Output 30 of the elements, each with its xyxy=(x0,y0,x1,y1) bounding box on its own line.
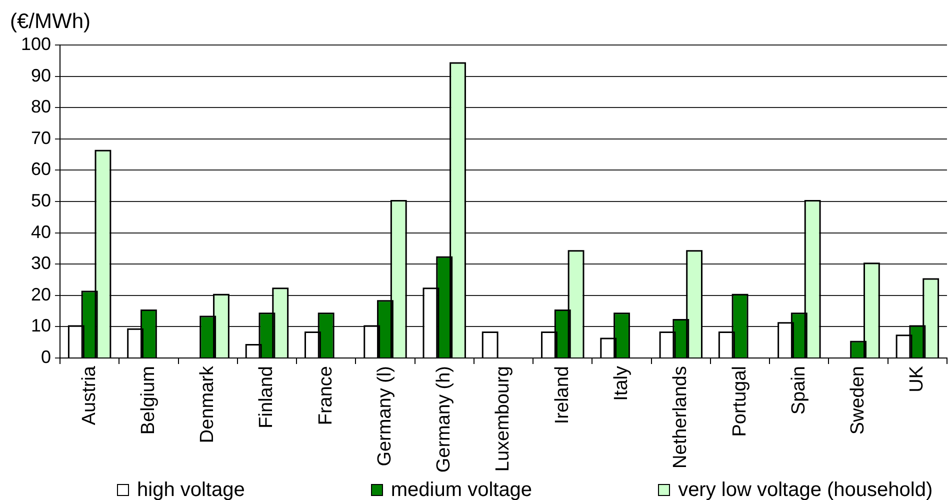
x-tick-label: Finland xyxy=(256,366,278,428)
x-tick-label: Luxembourg xyxy=(492,366,514,472)
x-tick-label: Germany (l) xyxy=(374,366,396,466)
legend-label: high voltage xyxy=(137,479,245,500)
y-tick-label: 90 xyxy=(30,65,51,86)
y-tick-label: 80 xyxy=(30,96,51,117)
y-tick-label: 0 xyxy=(40,346,51,367)
x-tick-label: Portugal xyxy=(729,366,750,437)
x-tick-label: Belgium xyxy=(138,366,159,435)
x-tick-label: Denmark xyxy=(197,366,218,444)
y-tick-label: 30 xyxy=(30,253,51,274)
y-tick-label: 100 xyxy=(20,34,51,54)
legend-label: medium voltage xyxy=(390,479,532,500)
y-tick-label: 20 xyxy=(30,284,51,304)
x-tick-label: Italy xyxy=(611,366,632,401)
y-tick-label: 50 xyxy=(30,190,51,210)
x-tick-label: Austria xyxy=(78,366,100,426)
y-tick-label: 60 xyxy=(30,159,51,180)
x-tick-label: Ireland xyxy=(552,366,573,424)
x-tick-label: France xyxy=(315,366,336,426)
y-axis-title: (€/MWh) xyxy=(10,10,90,33)
y-tick-label: 70 xyxy=(30,128,51,148)
x-tick-label: Spain xyxy=(788,366,810,415)
x-tick-label: Germany (h) xyxy=(434,366,455,473)
x-tick-label: Netherlands xyxy=(670,366,692,468)
x-tick-label: Sweden xyxy=(848,366,869,435)
y-tick-label: 10 xyxy=(30,316,51,336)
legend-label: very low voltage (household) xyxy=(678,479,933,500)
x-tick-label: UK xyxy=(906,366,928,392)
y-tick-label: 40 xyxy=(30,222,51,242)
